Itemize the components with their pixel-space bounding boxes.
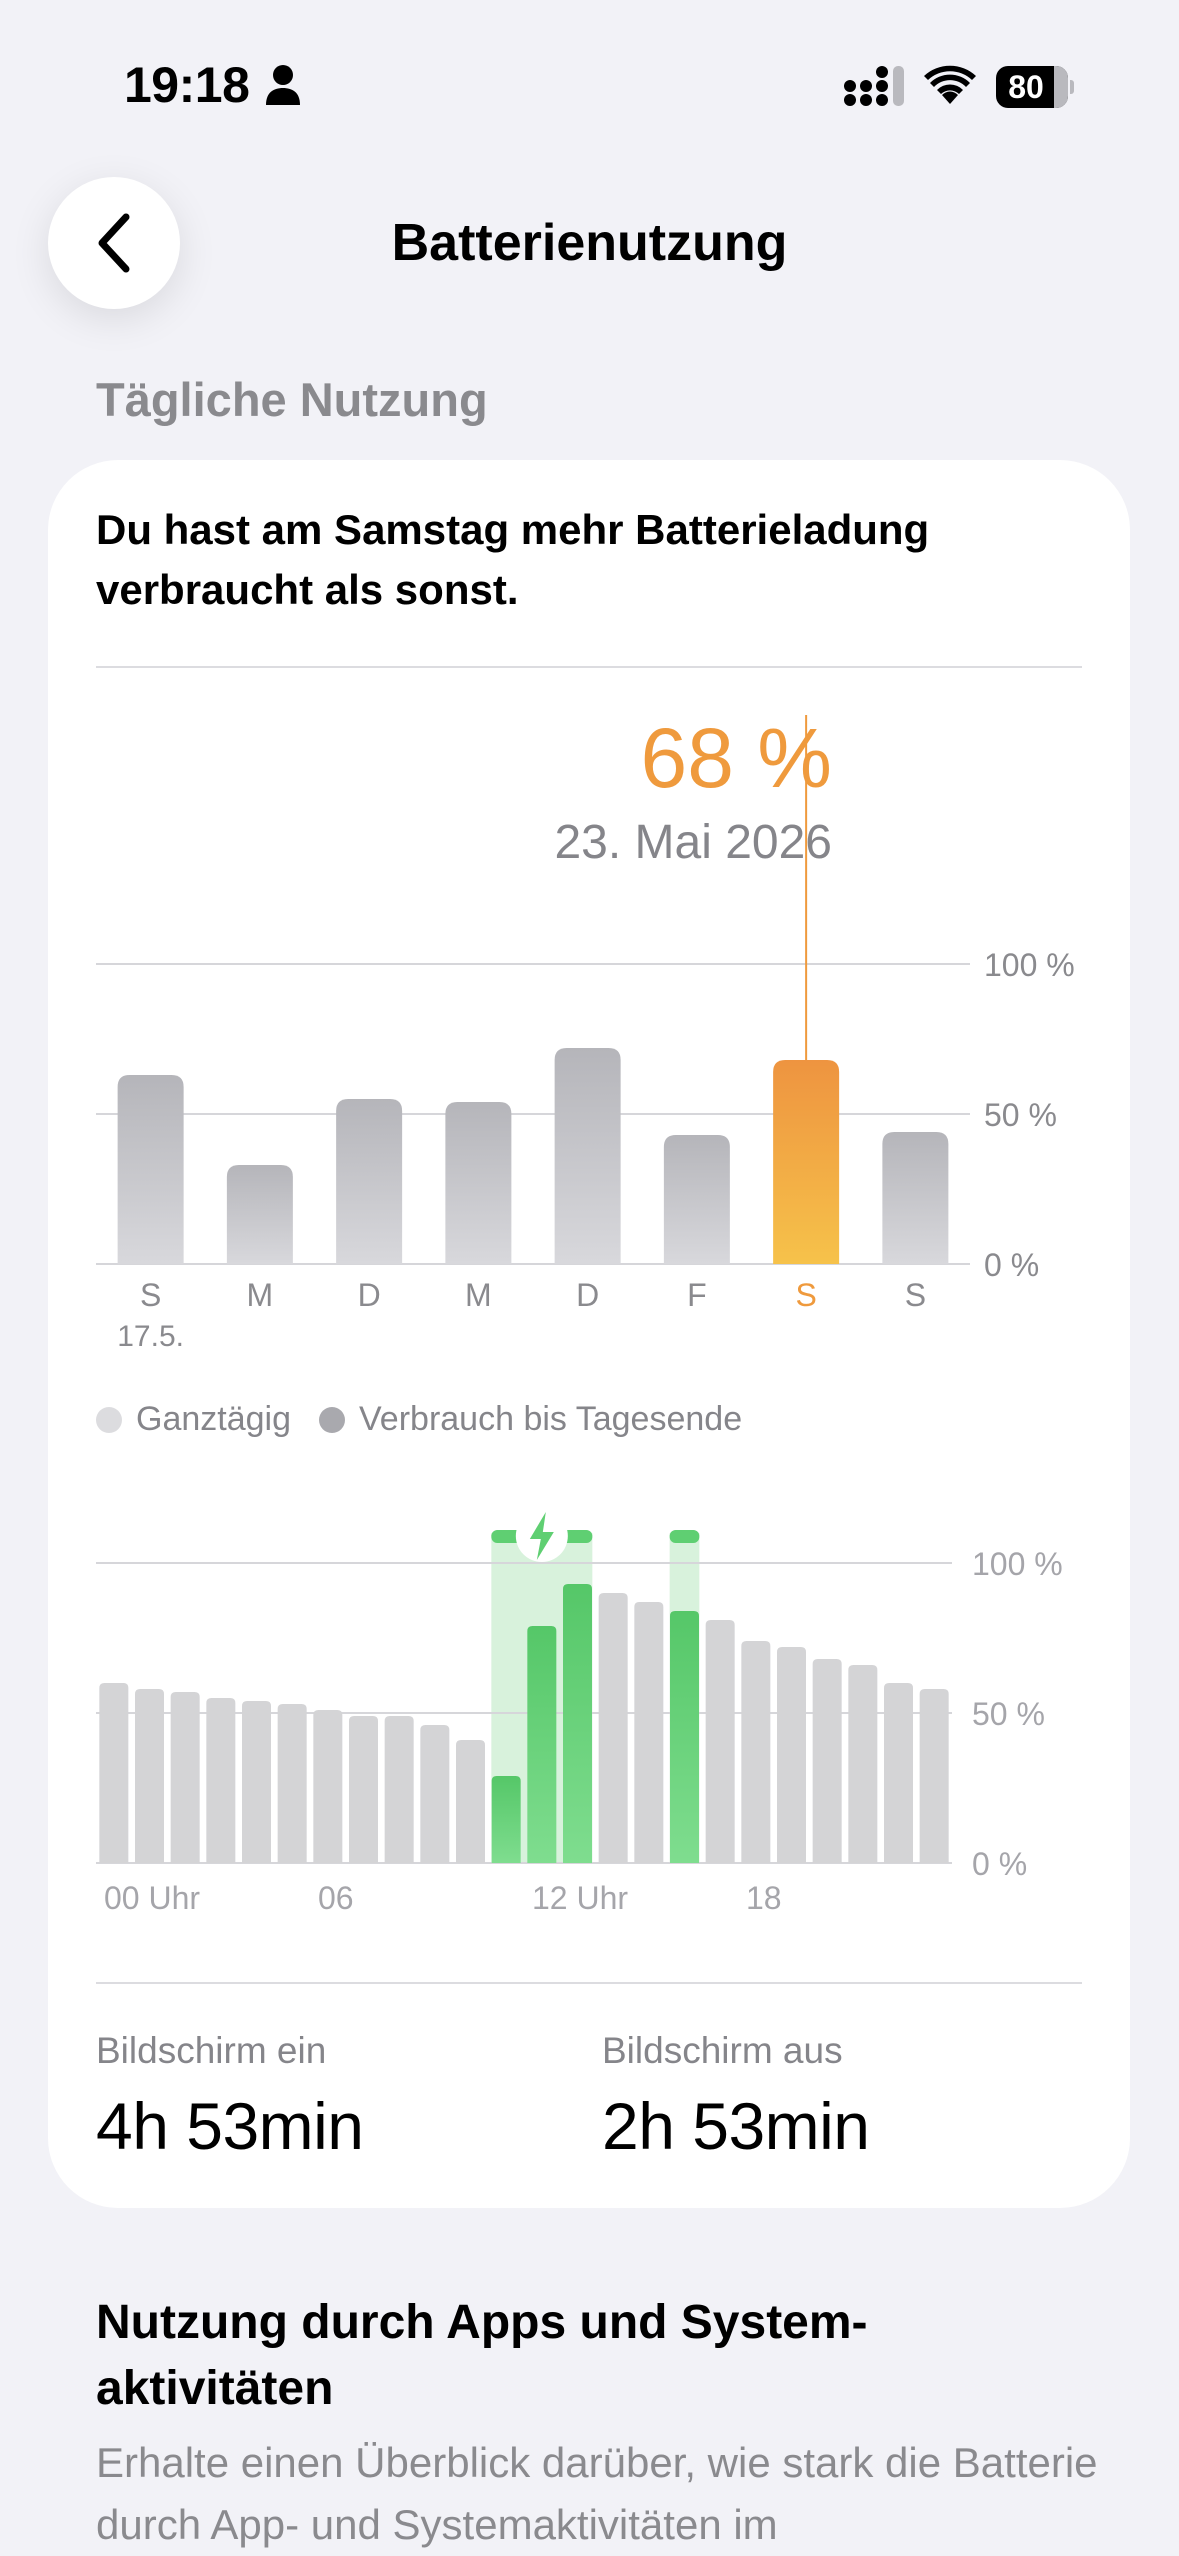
- x-tick-label: S: [795, 1277, 816, 1313]
- hourly-bar-charging: [670, 1611, 699, 1863]
- legend-label-until-end: Verbrauch bis Tagesende: [359, 1400, 743, 1438]
- hourly-bar: [384, 1716, 414, 1863]
- hourly-bar: [919, 1689, 949, 1863]
- hourly-bar: [242, 1701, 271, 1863]
- hourly-bar: [812, 1659, 842, 1863]
- y-tick-label: 50 %: [984, 1097, 1057, 1133]
- cellular-signal-icon: [843, 64, 907, 113]
- chart-legend: Ganztägig Verbrauch bis Tagesende: [96, 1400, 770, 1439]
- battery-level: 80: [1008, 69, 1044, 105]
- bar: [336, 1099, 403, 1264]
- bar-selected: [773, 1060, 840, 1264]
- x-tick-label: D: [358, 1277, 381, 1313]
- y-tick-label: 50 %: [972, 1696, 1045, 1732]
- hourly-bar-charging: [527, 1626, 557, 1863]
- hourly-bar: [135, 1689, 164, 1863]
- legend-item-until-end: Verbrauch bis Tagesende: [319, 1400, 742, 1439]
- stat-screen-off: Bildschirm aus 2h 53min: [602, 2030, 870, 2164]
- stat-screen-on-value: 4h 53min: [96, 2089, 364, 2163]
- bar: [117, 1075, 184, 1264]
- chevron-left-icon: [98, 213, 130, 273]
- y-tick-label: 100 %: [984, 947, 1075, 983]
- back-button[interactable]: [48, 177, 180, 309]
- hourly-battery-chart[interactable]: 100 % 50 % 0 % 00 Uhr 06 12 Uhr 18: [48, 460, 1130, 1960]
- daily-usage-chart[interactable]: 100 % 50 % 0 % S 17.5. M D M D F S S: [48, 460, 1130, 1360]
- x-tick-label: 06: [318, 1880, 354, 1916]
- daily-usage-card: Du hast am Samstag mehr Batterieladung v…: [48, 460, 1130, 2208]
- y-tick-label: 0 %: [972, 1846, 1027, 1882]
- x-tick-label: 18: [746, 1880, 782, 1916]
- usage-insight-text: Du hast am Samstag mehr Batterieladung v…: [96, 506, 930, 613]
- bar: [226, 1165, 293, 1264]
- hourly-bar: [741, 1641, 771, 1863]
- hourly-bar: [349, 1716, 378, 1863]
- x-tick-label: S: [905, 1277, 926, 1313]
- hourly-bar-charging: [491, 1776, 521, 1863]
- legend-dot-until-end: [319, 1406, 345, 1433]
- status-bar: 19:18 80: [0, 0, 1179, 150]
- wifi-icon: [924, 64, 976, 111]
- charging-bolt-icon: [529, 1512, 554, 1560]
- bar: [445, 1102, 512, 1264]
- hourly-bar: [598, 1593, 628, 1863]
- x-tick-label: 12 Uhr: [532, 1880, 628, 1916]
- hourly-bar: [99, 1683, 129, 1863]
- status-time: 19:18: [124, 57, 250, 113]
- y-tick-label: 100 %: [972, 1546, 1063, 1582]
- page-title: Batterienutzung: [391, 214, 788, 272]
- selected-day-value: 68 %: [640, 711, 832, 805]
- hourly-bar: [705, 1620, 735, 1863]
- x-tick-label: S: [140, 1277, 161, 1313]
- legend-label-all-day: Ganztägig: [136, 1400, 291, 1438]
- hourly-bar-charging: [563, 1584, 592, 1863]
- legend-item-all-day: Ganztägig: [96, 1400, 291, 1439]
- apps-section-description: Erhalte einen Überblick darüber, wie sta…: [96, 2439, 1098, 2548]
- hourly-bar: [848, 1665, 878, 1863]
- bar: [663, 1135, 730, 1264]
- x-tick-sublabel: 17.5.: [117, 1320, 184, 1353]
- divider: [96, 1982, 1082, 1984]
- x-tick-label: D: [576, 1277, 599, 1313]
- y-tick-label: 0 %: [984, 1247, 1039, 1283]
- person-icon: [264, 64, 302, 111]
- divider: [96, 666, 1082, 668]
- hourly-bar: [206, 1698, 236, 1863]
- stat-screen-on-label: Bildschirm ein: [96, 2030, 327, 2071]
- hourly-bar: [277, 1704, 307, 1863]
- hourly-bar: [634, 1602, 664, 1863]
- hourly-bar: [170, 1692, 200, 1863]
- apps-section-title: Nutzung durch Apps und System-aktivitäte…: [96, 2296, 868, 2415]
- stat-screen-off-value: 2h 53min: [602, 2089, 870, 2163]
- bar: [554, 1048, 621, 1264]
- selected-day-date: 23. Mai 2026: [554, 816, 832, 869]
- x-tick-label: M: [465, 1277, 492, 1313]
- hourly-bar: [884, 1683, 913, 1863]
- section-header-daily-usage: Tägliche Nutzung: [96, 373, 488, 426]
- x-tick-label: F: [687, 1277, 707, 1313]
- x-tick-label: M: [247, 1277, 274, 1313]
- legend-dot-all-day: [96, 1406, 122, 1433]
- hourly-bar: [420, 1725, 450, 1863]
- hourly-bar: [456, 1740, 485, 1863]
- bar: [882, 1132, 949, 1264]
- battery-icon: 80: [996, 66, 1074, 108]
- stat-screen-on: Bildschirm ein 4h 53min: [96, 2030, 364, 2164]
- charging-period-indicator: [669, 1530, 700, 1543]
- hourly-bar: [313, 1710, 343, 1863]
- hourly-bar: [777, 1647, 806, 1863]
- stat-screen-off-label: Bildschirm aus: [602, 2030, 843, 2071]
- x-tick-label: 00 Uhr: [104, 1880, 200, 1916]
